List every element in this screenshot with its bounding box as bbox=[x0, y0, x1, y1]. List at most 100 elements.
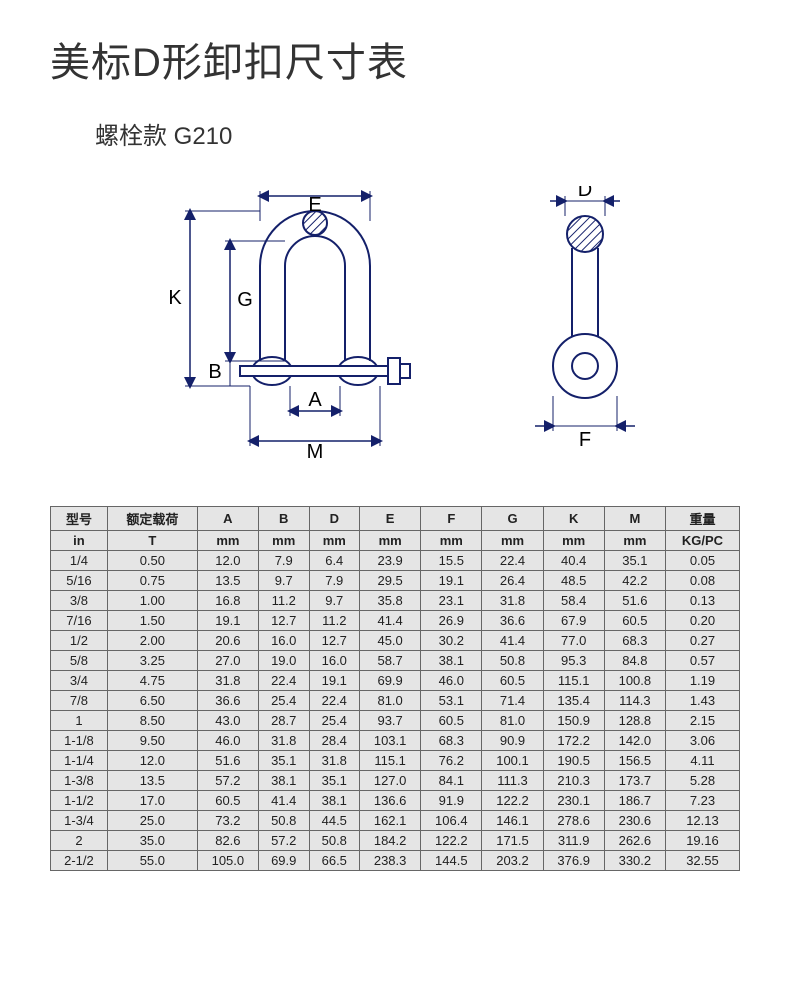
table-cell: 81.0 bbox=[482, 711, 543, 731]
table-cell: 69.9 bbox=[258, 851, 309, 871]
table-cell: 1 bbox=[51, 711, 108, 731]
table-cell: 2.00 bbox=[107, 631, 197, 651]
dim-label-b: B bbox=[208, 361, 221, 383]
table-cell: 1-1/8 bbox=[51, 731, 108, 751]
col-header: E bbox=[360, 507, 421, 531]
diagram-container: E K G B A M D bbox=[50, 186, 740, 466]
table-cell: 50.8 bbox=[309, 831, 360, 851]
table-cell: 190.5 bbox=[543, 751, 604, 771]
col-header: M bbox=[604, 507, 665, 531]
dim-label-e: E bbox=[308, 194, 321, 216]
table-cell: 7.9 bbox=[258, 551, 309, 571]
col-header: D bbox=[309, 507, 360, 531]
table-cell: 31.8 bbox=[258, 731, 309, 751]
table-cell: 25.4 bbox=[309, 711, 360, 731]
table-row: 5/160.7513.59.77.929.519.126.448.542.20.… bbox=[51, 571, 740, 591]
table-cell: 1.19 bbox=[665, 671, 739, 691]
table-cell: 0.50 bbox=[107, 551, 197, 571]
table-cell: 38.1 bbox=[421, 651, 482, 671]
table-cell: 36.6 bbox=[482, 611, 543, 631]
table-cell: 3.06 bbox=[665, 731, 739, 751]
table-cell: 115.1 bbox=[360, 751, 421, 771]
table-cell: 60.5 bbox=[482, 671, 543, 691]
table-cell: 36.6 bbox=[197, 691, 258, 711]
table-cell: 31.8 bbox=[309, 751, 360, 771]
table-cell: 16.0 bbox=[309, 651, 360, 671]
table-cell: 7.23 bbox=[665, 791, 739, 811]
table-cell: 60.5 bbox=[197, 791, 258, 811]
table-cell: 19.1 bbox=[197, 611, 258, 631]
table-cell: 11.2 bbox=[309, 611, 360, 631]
table-cell: 42.2 bbox=[604, 571, 665, 591]
table-cell: 9.7 bbox=[258, 571, 309, 591]
table-cell: 156.5 bbox=[604, 751, 665, 771]
table-cell: 84.1 bbox=[421, 771, 482, 791]
table-cell: 184.2 bbox=[360, 831, 421, 851]
table-cell: 19.1 bbox=[309, 671, 360, 691]
table-row: 2-1/255.0105.069.966.5238.3144.5203.2376… bbox=[51, 851, 740, 871]
table-cell: 13.5 bbox=[197, 571, 258, 591]
table-row: 18.5043.028.725.493.760.581.0150.9128.82… bbox=[51, 711, 740, 731]
table-cell: 22.4 bbox=[258, 671, 309, 691]
unit-cell: mm bbox=[421, 531, 482, 551]
table-cell: 35.0 bbox=[107, 831, 197, 851]
table-cell: 57.2 bbox=[197, 771, 258, 791]
table-cell: 7/16 bbox=[51, 611, 108, 631]
table-cell: 22.4 bbox=[309, 691, 360, 711]
table-cell: 55.0 bbox=[107, 851, 197, 871]
table-cell: 135.4 bbox=[543, 691, 604, 711]
table-cell: 3/4 bbox=[51, 671, 108, 691]
table-row: 1/22.0020.616.012.745.030.241.477.068.30… bbox=[51, 631, 740, 651]
table-cell: 171.5 bbox=[482, 831, 543, 851]
table-cell: 1-1/2 bbox=[51, 791, 108, 811]
table-cell: 20.6 bbox=[197, 631, 258, 651]
table-cell: 84.8 bbox=[604, 651, 665, 671]
table-cell: 122.2 bbox=[482, 791, 543, 811]
unit-cell: mm bbox=[258, 531, 309, 551]
table-cell: 46.0 bbox=[421, 671, 482, 691]
table-units-row: inTmmmmmmmmmmmmmmmmKG/PC bbox=[51, 531, 740, 551]
table-cell: 12.13 bbox=[665, 811, 739, 831]
table-cell: 100.8 bbox=[604, 671, 665, 691]
table-cell: 103.1 bbox=[360, 731, 421, 751]
table-cell: 5/8 bbox=[51, 651, 108, 671]
dim-label-d: D bbox=[578, 186, 592, 201]
table-cell: 4.11 bbox=[665, 751, 739, 771]
table-cell: 128.8 bbox=[604, 711, 665, 731]
table-cell: 3.25 bbox=[107, 651, 197, 671]
table-cell: 71.4 bbox=[482, 691, 543, 711]
col-header: K bbox=[543, 507, 604, 531]
table-cell: 81.0 bbox=[360, 691, 421, 711]
table-cell: 1-3/4 bbox=[51, 811, 108, 831]
page-title: 美标D形卸扣尺寸表 bbox=[50, 30, 740, 88]
table-cell: 12.0 bbox=[107, 751, 197, 771]
table-cell: 2.15 bbox=[665, 711, 739, 731]
table-cell: 0.20 bbox=[665, 611, 739, 631]
table-cell: 93.7 bbox=[360, 711, 421, 731]
table-cell: 26.9 bbox=[421, 611, 482, 631]
table-cell: 0.27 bbox=[665, 631, 739, 651]
table-cell: 8.50 bbox=[107, 711, 197, 731]
table-cell: 210.3 bbox=[543, 771, 604, 791]
table-cell: 162.1 bbox=[360, 811, 421, 831]
table-cell: 2-1/2 bbox=[51, 851, 108, 871]
col-header: 型号 bbox=[51, 507, 108, 531]
page-subtitle: 螺栓款 G210 bbox=[95, 116, 740, 151]
table-cell: 1-3/8 bbox=[51, 771, 108, 791]
table-cell: 1/4 bbox=[51, 551, 108, 571]
table-cell: 2 bbox=[51, 831, 108, 851]
table-cell: 15.5 bbox=[421, 551, 482, 571]
table-cell: 23.1 bbox=[421, 591, 482, 611]
col-header: A bbox=[197, 507, 258, 531]
unit-cell: mm bbox=[604, 531, 665, 551]
table-cell: 5.28 bbox=[665, 771, 739, 791]
unit-cell: T bbox=[107, 531, 197, 551]
table-cell: 60.5 bbox=[421, 711, 482, 731]
table-cell: 1.43 bbox=[665, 691, 739, 711]
table-row: 1-1/89.5046.031.828.4103.168.390.9172.21… bbox=[51, 731, 740, 751]
table-cell: 100.1 bbox=[482, 751, 543, 771]
table-cell: 6.50 bbox=[107, 691, 197, 711]
table-cell: 142.0 bbox=[604, 731, 665, 751]
table-cell: 28.4 bbox=[309, 731, 360, 751]
table-cell: 31.8 bbox=[482, 591, 543, 611]
